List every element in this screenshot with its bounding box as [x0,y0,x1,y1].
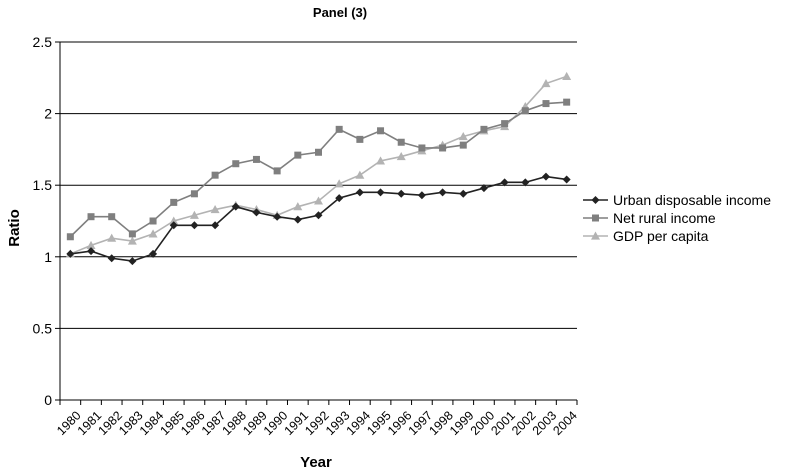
data-point [190,190,198,198]
data-point [438,188,447,197]
data-point [169,216,179,225]
gridlines [60,41,577,329]
data-point [376,156,386,165]
legend-label: Net rural income [613,210,716,226]
y-tick-label: 1 [44,249,52,265]
data-point [480,125,488,133]
data-point [127,236,137,245]
data-point [417,191,426,200]
data-point [149,249,158,258]
data-point [169,221,178,230]
x-tick-label: 2004 [550,408,580,438]
data-point [128,230,136,238]
data-point [458,132,468,141]
data-point [252,208,261,217]
data-point [293,215,302,224]
data-point [355,170,365,179]
data-point [107,254,116,263]
y-tick-label: 0.5 [33,320,53,336]
data-point [377,127,385,135]
y-tick-label: 2.5 [33,34,53,50]
y-tick-label: 0 [44,392,52,408]
legend-item: Urban disposable income [583,192,771,208]
legend-marker [591,196,600,204]
legend: Urban disposable income Net rural income G… [583,192,771,244]
data-point [66,249,75,258]
data-point [356,135,364,143]
data-point [211,221,220,230]
data-point [459,141,467,149]
data-point [439,144,447,152]
data-point [273,167,281,175]
legend-label: Urban disposable income [613,192,771,208]
x-tick-labels: 1980198119821983198419851986198719881989… [54,408,580,438]
data-point [231,202,240,211]
data-point [562,71,572,80]
data-point [87,213,95,221]
data-point [335,125,343,133]
data-point [334,179,344,188]
data-point [335,194,344,203]
legend-label: GDP per capita [613,228,709,244]
data-point [128,257,137,266]
data-point [211,171,219,179]
data-point [376,188,385,197]
data-point [396,152,406,161]
data-point [189,210,199,219]
data-point [541,172,550,181]
data-point [541,79,551,88]
data-point [170,198,178,206]
data-point [148,229,158,238]
data-point [315,148,322,156]
data-point [501,120,509,128]
data-point [418,144,426,152]
data-point [500,178,509,187]
series-1 [66,98,571,241]
series-group [65,71,572,266]
data-point [397,138,405,146]
data-point [562,175,571,184]
series-0 [66,172,571,266]
legend-item: Net rural income [583,210,716,226]
series-2 [65,71,572,258]
data-point [190,221,199,230]
data-point [293,202,303,211]
data-point [108,213,116,221]
data-point [210,205,220,214]
data-point [521,107,529,115]
chart-title: Panel (3) [313,5,367,20]
legend-marker [591,231,600,240]
x-axis-title: Year [300,454,332,471]
data-point [459,189,468,198]
data-point [252,155,260,163]
data-point [542,100,550,108]
data-point [294,151,302,159]
data-point [87,247,96,256]
data-point [314,196,323,205]
series-line [70,75,567,255]
data-point [273,212,282,221]
y-tick-label: 1.5 [33,177,53,193]
legend-item: GDP per capita [583,228,709,244]
data-point [66,233,74,241]
y-tick-label: 2 [44,106,52,122]
data-point [86,240,96,249]
legend-marker [592,214,599,222]
data-point [479,184,488,193]
axes [55,41,578,405]
data-point [563,98,571,106]
data-point [232,160,240,168]
data-point [314,211,323,220]
data-point [521,178,530,187]
data-point [149,217,157,225]
data-point [355,188,364,197]
data-point [107,233,117,242]
y-axis-title: Ratio [6,209,23,247]
data-point [397,189,406,198]
y-tick-labels: 0 0.5 1 1.5 2 2.5 [33,34,53,408]
